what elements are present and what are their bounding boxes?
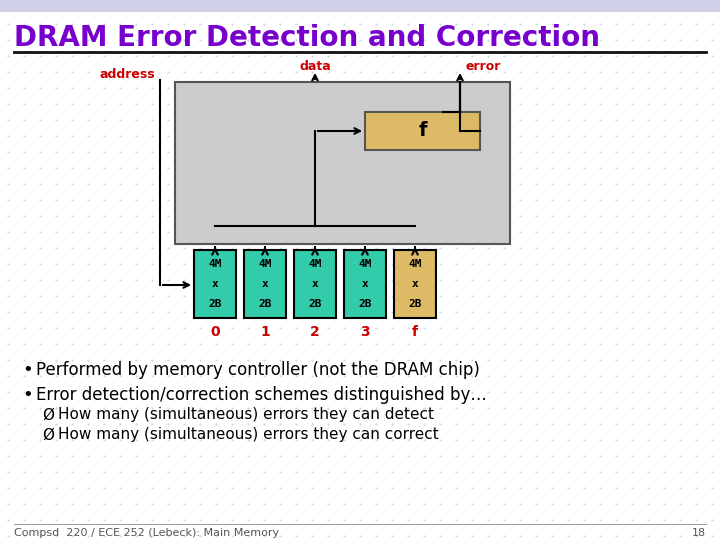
- Text: 4M: 4M: [308, 259, 322, 269]
- Text: data: data: [299, 60, 331, 73]
- Text: •: •: [22, 361, 32, 379]
- Bar: [244, 250, 286, 318]
- Bar: [194, 250, 236, 318]
- Bar: [365, 112, 480, 150]
- Text: 4M: 4M: [208, 259, 222, 269]
- Text: Compsd  220 / ECE 252 (Lebeck): Main Memory: Compsd 220 / ECE 252 (Lebeck): Main Memo…: [14, 528, 279, 538]
- Text: Ø: Ø: [42, 408, 54, 422]
- Text: How many (simultaneous) errors they can correct: How many (simultaneous) errors they can …: [58, 428, 438, 442]
- Text: 2B: 2B: [359, 299, 372, 309]
- Text: error: error: [465, 60, 500, 73]
- Bar: [344, 250, 386, 318]
- Text: •: •: [22, 386, 32, 404]
- Text: 4M: 4M: [258, 259, 271, 269]
- Text: address: address: [99, 69, 155, 82]
- Text: 2B: 2B: [258, 299, 271, 309]
- Bar: [294, 250, 336, 318]
- Text: 0: 0: [210, 325, 220, 339]
- Text: 1: 1: [260, 325, 270, 339]
- Text: x: x: [312, 279, 318, 289]
- Text: Performed by memory controller (not the DRAM chip): Performed by memory controller (not the …: [36, 361, 480, 379]
- Text: 3: 3: [360, 325, 370, 339]
- Text: Ø: Ø: [42, 428, 54, 442]
- Text: How many (simultaneous) errors they can detect: How many (simultaneous) errors they can …: [58, 408, 434, 422]
- Text: f: f: [418, 122, 427, 140]
- Text: x: x: [361, 279, 369, 289]
- Text: f: f: [412, 325, 418, 339]
- Text: 2B: 2B: [408, 299, 422, 309]
- Bar: [175, 82, 510, 244]
- Text: x: x: [261, 279, 269, 289]
- Text: 4M: 4M: [408, 259, 422, 269]
- Text: 2B: 2B: [308, 299, 322, 309]
- Text: 2B: 2B: [208, 299, 222, 309]
- Text: 18: 18: [692, 528, 706, 538]
- Bar: [0, 0, 720, 12]
- Text: x: x: [212, 279, 218, 289]
- Bar: [394, 250, 436, 318]
- Text: 2: 2: [310, 325, 320, 339]
- Text: 4M: 4M: [359, 259, 372, 269]
- Text: DRAM Error Detection and Correction: DRAM Error Detection and Correction: [14, 24, 600, 52]
- Text: Error detection/correction schemes distinguished by…: Error detection/correction schemes disti…: [36, 386, 487, 404]
- Text: x: x: [412, 279, 418, 289]
